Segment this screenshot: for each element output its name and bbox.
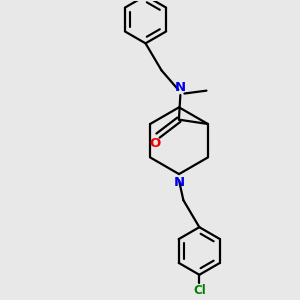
Text: N: N [175,80,186,94]
Text: Cl: Cl [193,284,206,297]
Text: O: O [149,137,160,150]
Text: N: N [173,176,184,188]
